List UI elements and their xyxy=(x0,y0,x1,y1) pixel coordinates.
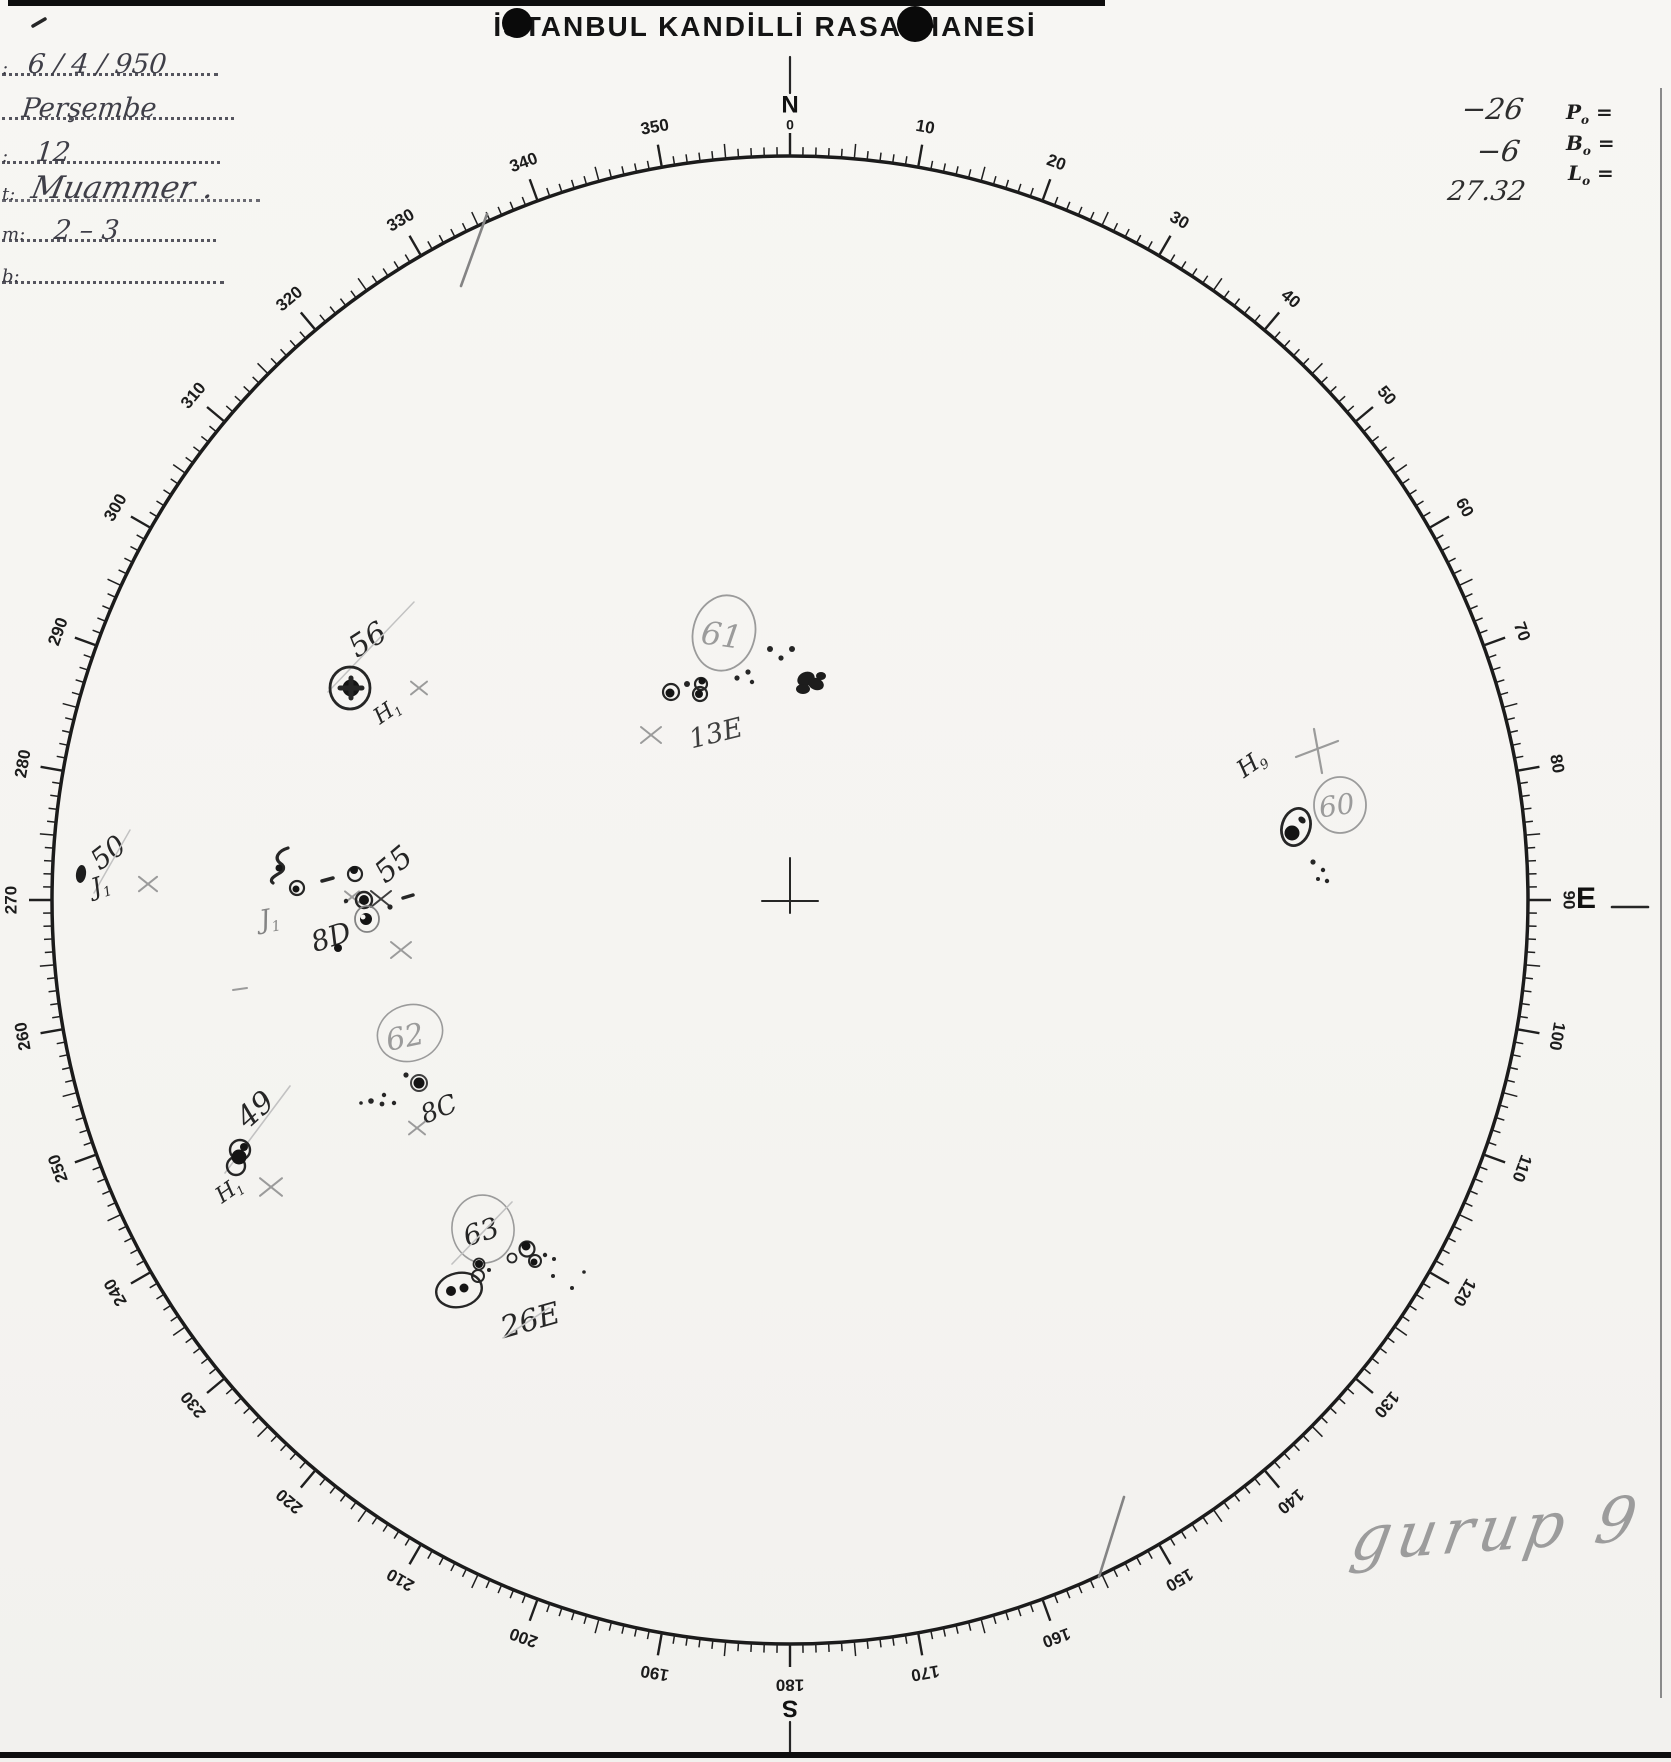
handwritten-label: 8D xyxy=(307,915,355,959)
degree-label: 130 xyxy=(1370,1388,1403,1422)
scan-right-edge xyxy=(1660,88,1662,1698)
date-value: 6 / 4 / 950 xyxy=(26,49,169,80)
degree-label: 260 xyxy=(11,1021,35,1052)
scan-top-bar xyxy=(8,0,1105,6)
degree-label: 0 xyxy=(786,117,794,133)
degree-label: 160 xyxy=(1040,1624,1073,1652)
punch-hole-icon xyxy=(897,6,933,42)
degree-ticks xyxy=(29,133,1551,1667)
note-label: b: xyxy=(2,266,20,287)
page-title: İSTANBUL KANDİLLİ RASATHANESİ xyxy=(493,11,1037,42)
degree-label: 230 xyxy=(177,1388,210,1422)
degree-label: 220 xyxy=(272,1485,306,1518)
handwritten-label: 55 xyxy=(368,839,420,890)
handwritten-label: H1 xyxy=(210,1173,248,1210)
note-row-observer: t: Muammer . xyxy=(2,166,260,206)
note-label: : xyxy=(2,146,9,167)
degree-label: 180 xyxy=(776,1676,804,1695)
degree-label: 200 xyxy=(507,1624,540,1652)
b0-value: −6 xyxy=(1474,134,1523,168)
degree-label: 340 xyxy=(507,149,540,177)
degree-label: 290 xyxy=(44,615,72,648)
degree-label: 100 xyxy=(1545,1021,1569,1052)
l0-value: 27.32 xyxy=(1445,176,1528,207)
p0-label: Po = xyxy=(1566,100,1613,127)
hour-value: 12 xyxy=(34,137,72,168)
degree-labels: 0 10 20 30 40 50 60 70 80 90 100 110 120 130 140 150 160… xyxy=(1,91,1596,1721)
degree-label: 320 xyxy=(272,282,306,315)
degree-label: 280 xyxy=(11,748,35,779)
sunspot-group-56: 56 H1 xyxy=(327,601,428,731)
scan-bottom-edge xyxy=(0,1752,1671,1758)
sunspot-group-61: 61 13E xyxy=(640,594,826,755)
note-label: m: xyxy=(2,224,26,245)
degree-label: 120 xyxy=(1449,1275,1480,1309)
note-row-day: Perşembe xyxy=(2,84,234,124)
handwritten-label: J1 xyxy=(252,903,282,938)
degree-label: 190 xyxy=(639,1661,670,1685)
degree-label: 150 xyxy=(1162,1565,1196,1596)
degree-label: 240 xyxy=(100,1275,131,1309)
note-label: t: xyxy=(2,184,16,205)
cardinal-E: E xyxy=(1576,882,1596,915)
note-row-empty: b: xyxy=(2,248,224,287)
handwritten-label: 49 xyxy=(229,1084,282,1136)
degree-label: 300 xyxy=(100,490,131,524)
note-row-hour: : 12 xyxy=(2,128,220,168)
sunspot-group-63: 6326E xyxy=(435,1194,586,1346)
degree-label: 210 xyxy=(383,1565,417,1596)
handwritten-label: 62 xyxy=(383,1017,428,1059)
degree-label: 330 xyxy=(383,205,417,236)
day-value: Perşembe xyxy=(20,93,159,124)
punch-hole-icon xyxy=(502,8,532,38)
b0-label: Bo = xyxy=(1566,131,1615,158)
degree-label: 90 xyxy=(1560,891,1579,910)
cardinal-N: N xyxy=(781,91,798,118)
handwritten-label: 60 xyxy=(1317,787,1357,825)
l0-label: Lo = xyxy=(1568,161,1614,188)
handwritten-label: H9 xyxy=(1231,744,1273,786)
note-label: : xyxy=(2,58,9,79)
degree-label: 80 xyxy=(1546,753,1568,775)
handwritten-label: H1 xyxy=(368,694,406,731)
degree-label: 40 xyxy=(1277,285,1304,312)
degree-label: 170 xyxy=(910,1661,941,1685)
degree-label: 70 xyxy=(1510,619,1534,643)
fiducial-and-stray-marks xyxy=(31,17,1650,1756)
seeing-value: 2 – 3 xyxy=(52,215,121,246)
note-row-seeing: m: 2 – 3 xyxy=(2,206,216,246)
sunspot-group-49: 49 H1 xyxy=(210,1084,291,1210)
degree-label: 30 xyxy=(1167,207,1193,233)
sunspot-group-55: 55 J1 8D xyxy=(232,839,420,991)
degree-label: 110 xyxy=(1508,1152,1535,1184)
note-row-date: : 6 / 4 / 950 xyxy=(2,40,218,80)
p0-value: −26 xyxy=(1459,92,1526,126)
degree-label: 60 xyxy=(1452,495,1478,521)
degree-label: 50 xyxy=(1373,382,1400,409)
degree-label: 250 xyxy=(44,1152,72,1185)
degree-label: 270 xyxy=(1,886,20,914)
handwritten-label: 61 xyxy=(699,613,745,656)
cardinal-S: S xyxy=(782,1695,798,1722)
degree-label: 140 xyxy=(1274,1485,1308,1518)
observer-value: Muammer . xyxy=(28,170,218,206)
sunspot-group-60: H9 60 xyxy=(1231,727,1367,884)
handwritten-label: J1 xyxy=(83,869,114,905)
degree-label: 350 xyxy=(639,115,670,139)
handwritten-label: 13E xyxy=(686,712,746,755)
handwritten-label: 56 xyxy=(342,615,393,665)
degree-label: 10 xyxy=(914,116,936,138)
degree-label: 20 xyxy=(1044,150,1068,174)
degree-label: 310 xyxy=(177,378,210,412)
